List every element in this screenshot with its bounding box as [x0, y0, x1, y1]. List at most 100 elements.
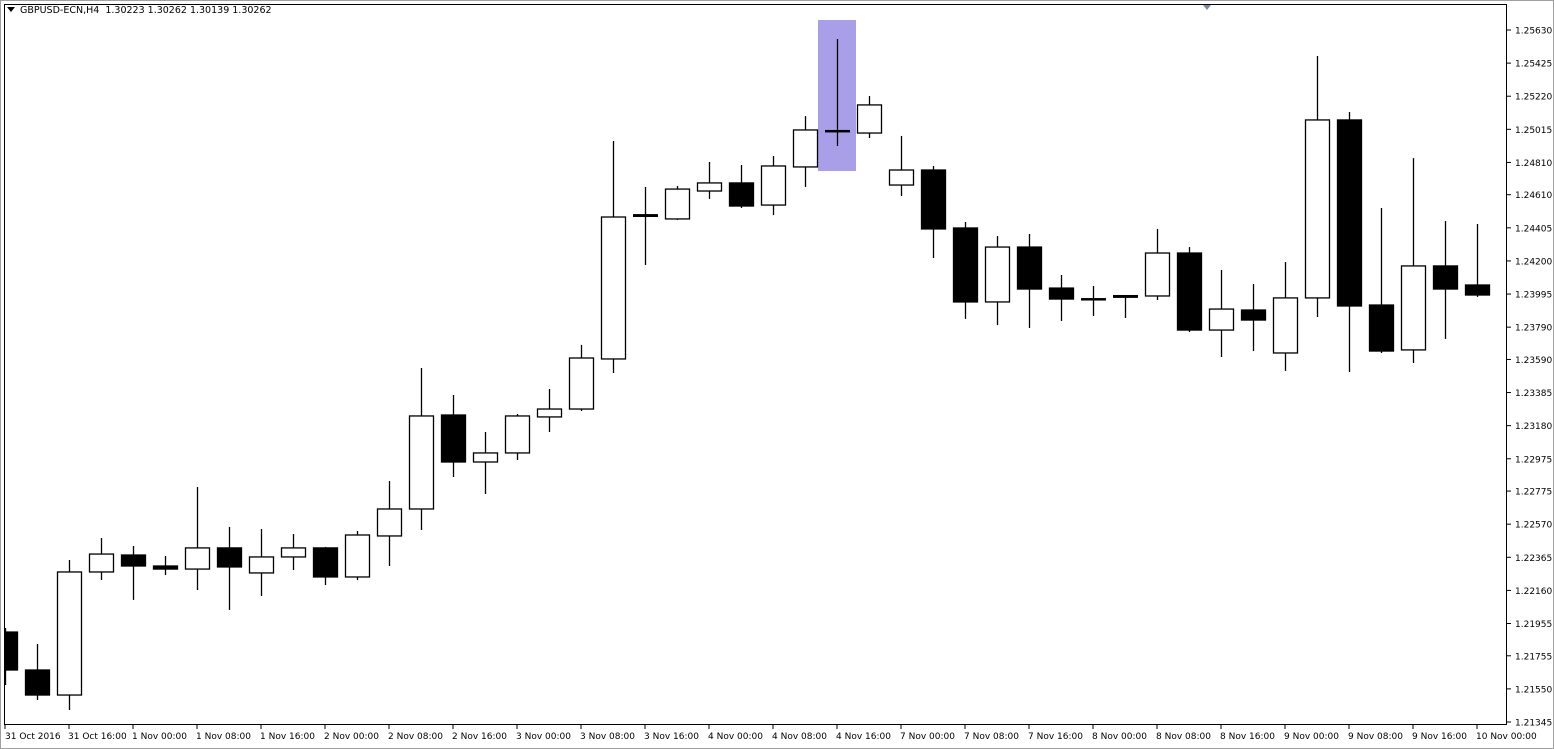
candle[interactable] — [312, 546, 339, 586]
candle[interactable] — [856, 96, 883, 139]
y-tick-label: 1.24405 — [1515, 224, 1552, 234]
candle[interactable] — [280, 534, 307, 571]
candle[interactable] — [440, 394, 467, 478]
candle[interactable] — [408, 368, 435, 530]
candle-body — [856, 104, 883, 134]
candle[interactable] — [216, 526, 243, 610]
candle[interactable] — [1176, 247, 1203, 332]
candle-body — [760, 165, 787, 206]
chart-header: GBPUSD-ECN,H4 1.30223 1.30262 1.30139 1.… — [7, 5, 272, 16]
candle[interactable] — [633, 186, 658, 265]
x-tick-label: 3 Nov 08:00 — [580, 732, 635, 742]
candle[interactable] — [1144, 228, 1171, 301]
x-tick-label: 31 Oct 2016 — [5, 732, 61, 742]
x-tick-label: 8 Nov 08:00 — [1156, 732, 1211, 742]
candle-body — [152, 565, 179, 570]
y-tick-label: 1.24810 — [1515, 159, 1552, 169]
candle-body — [1113, 294, 1138, 298]
y-tick-label: 1.21550 — [1515, 685, 1552, 695]
y-tick-label: 1.23790 — [1515, 324, 1552, 334]
y-tick-label: 1.23180 — [1515, 422, 1552, 432]
candle-body — [664, 188, 691, 220]
plot-area — [4, 4, 1507, 725]
candle[interactable] — [984, 236, 1011, 326]
candle[interactable] — [920, 165, 947, 259]
candle[interactable] — [536, 389, 563, 432]
candle-body — [1208, 308, 1235, 331]
candle[interactable] — [88, 538, 115, 581]
candle-body — [1240, 309, 1267, 321]
candle[interactable] — [1016, 233, 1043, 328]
x-tick-label: 31 Oct 16:00 — [68, 732, 127, 742]
x-tick-label: 4 Nov 08:00 — [772, 732, 827, 742]
y-tick-label: 1.23590 — [1515, 356, 1552, 366]
x-tick-label: 2 Nov 00:00 — [324, 732, 379, 742]
candle[interactable] — [56, 560, 83, 711]
candle-body — [1464, 284, 1491, 296]
candle[interactable] — [952, 222, 979, 319]
dropdown-triangle-icon[interactable] — [7, 7, 15, 12]
candle[interactable] — [504, 414, 531, 461]
candle[interactable] — [1048, 274, 1075, 322]
y-tick-label: 1.25015 — [1515, 126, 1552, 136]
candle-body — [888, 169, 915, 186]
candle[interactable] — [1464, 223, 1491, 297]
x-tick-label: 1 Nov 08:00 — [196, 732, 251, 742]
candle-body — [920, 169, 947, 230]
candle[interactable] — [24, 643, 51, 701]
candle[interactable] — [1336, 112, 1363, 373]
x-tick-label: 4 Nov 00:00 — [708, 732, 763, 742]
candle[interactable] — [1432, 221, 1459, 339]
x-tick-label: 7 Nov 08:00 — [964, 732, 1019, 742]
candle[interactable] — [120, 545, 147, 600]
y-tick-label: 1.21955 — [1515, 620, 1552, 630]
candle[interactable] — [344, 530, 371, 581]
candle[interactable] — [760, 155, 787, 216]
candle-body — [1176, 252, 1203, 331]
candle[interactable] — [792, 116, 819, 187]
candle[interactable] — [1400, 158, 1427, 363]
candle[interactable] — [152, 555, 179, 576]
candle-body — [792, 129, 819, 168]
x-tick-label: 2 Nov 16:00 — [452, 732, 507, 742]
candle-body — [88, 553, 115, 573]
candle-body — [696, 182, 723, 192]
candle[interactable] — [600, 140, 627, 374]
candle[interactable] — [1240, 284, 1267, 352]
candle-body — [1016, 246, 1043, 290]
candle[interactable] — [184, 487, 211, 591]
y-tick-label: 1.25630 — [1515, 27, 1552, 37]
candle-body — [952, 227, 979, 303]
candle-body — [376, 508, 403, 537]
candle[interactable] — [728, 165, 755, 208]
candle[interactable] — [1081, 285, 1106, 317]
candle[interactable] — [1113, 294, 1138, 318]
candle[interactable] — [472, 431, 499, 494]
candle[interactable] — [1368, 207, 1395, 353]
shift-marker-icon[interactable] — [1203, 5, 1211, 10]
y-tick-label: 1.24610 — [1515, 191, 1552, 201]
candle[interactable] — [1208, 269, 1235, 358]
candle-body — [472, 452, 499, 463]
candle[interactable] — [696, 161, 723, 199]
candle[interactable] — [0, 628, 19, 686]
y-tick-label: 1.22365 — [1515, 554, 1552, 564]
candle[interactable] — [1272, 262, 1299, 371]
candle[interactable] — [664, 186, 691, 220]
candle[interactable] — [888, 135, 915, 197]
candle-body — [5, 631, 19, 671]
candle[interactable] — [376, 481, 403, 566]
candle[interactable] — [825, 39, 850, 146]
candle[interactable] — [248, 529, 275, 597]
candle-body — [1304, 119, 1331, 299]
candle-body — [1048, 287, 1075, 300]
y-tick-label: 1.21345 — [1515, 719, 1552, 729]
x-tick-label: 3 Nov 16:00 — [644, 732, 699, 742]
candle[interactable] — [1304, 56, 1331, 317]
candle-body — [24, 669, 51, 696]
candle[interactable] — [568, 344, 595, 411]
candle-body — [184, 547, 211, 570]
x-tick-label: 10 Nov 00:00 — [1476, 732, 1537, 742]
x-tick-label: 1 Nov 00:00 — [132, 732, 187, 742]
